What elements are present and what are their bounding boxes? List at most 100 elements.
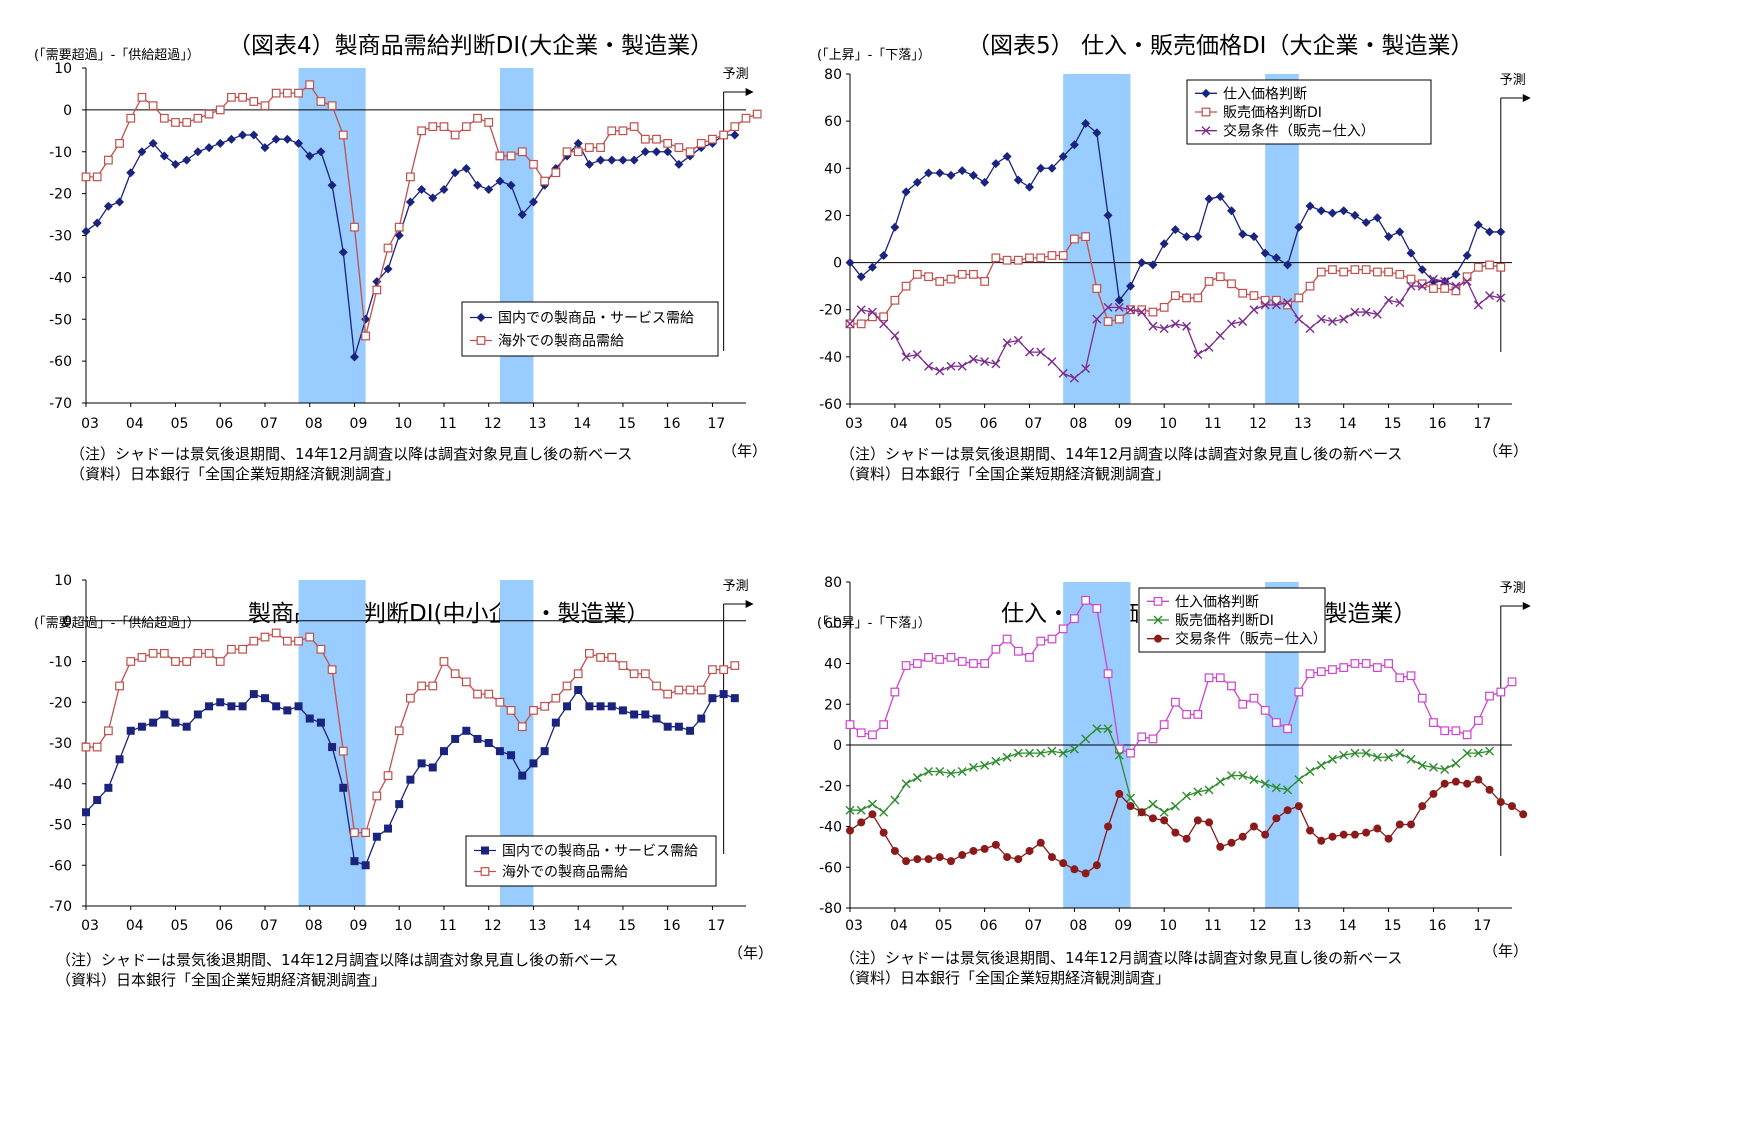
data-point xyxy=(1294,802,1303,811)
x-tick-label: 11 xyxy=(439,918,457,934)
data-point xyxy=(1463,779,1472,788)
x-tick-label: 14 xyxy=(573,918,591,934)
data-point xyxy=(260,143,270,153)
data-point xyxy=(946,170,956,180)
data-point xyxy=(1249,822,1258,831)
x-tick-label: 06 xyxy=(980,416,998,432)
data-point xyxy=(484,739,493,747)
y-tick-label: -40 xyxy=(49,777,72,793)
data-point xyxy=(92,218,102,228)
data-point xyxy=(1002,338,1012,348)
data-point xyxy=(517,722,527,732)
data-point xyxy=(1025,253,1034,263)
data-point xyxy=(912,773,922,783)
data-point xyxy=(968,170,978,180)
data-point xyxy=(1013,255,1023,265)
data-point xyxy=(484,184,494,194)
y-tick-label: 0 xyxy=(63,103,72,119)
data-point xyxy=(924,855,933,864)
y-tick-label: -30 xyxy=(49,736,72,752)
data-point xyxy=(215,105,225,115)
data-point xyxy=(1238,832,1247,841)
data-point xyxy=(473,113,482,123)
data-point xyxy=(1316,206,1326,216)
data-point xyxy=(1036,163,1046,173)
data-point xyxy=(193,648,203,658)
data-point xyxy=(991,359,1001,369)
data-point xyxy=(1103,317,1113,326)
data-point xyxy=(1317,836,1326,845)
series-line xyxy=(850,728,1490,814)
data-point xyxy=(1204,785,1214,795)
data-point xyxy=(1328,832,1337,841)
data-point xyxy=(596,702,605,711)
data-point xyxy=(1283,300,1292,310)
data-point xyxy=(1485,291,1495,301)
data-point xyxy=(480,867,490,876)
x-tick-label: 10 xyxy=(394,918,412,934)
x-tick-label: 14 xyxy=(1339,918,1357,934)
data-point xyxy=(879,807,889,817)
data-point xyxy=(506,151,516,161)
y-tick-label: -60 xyxy=(819,860,842,876)
data-point xyxy=(1047,357,1057,367)
data-point xyxy=(238,130,248,140)
x-tick-label: 10 xyxy=(1159,918,1177,934)
data-point xyxy=(1114,295,1124,305)
data-point xyxy=(1025,652,1034,662)
data-point xyxy=(417,184,427,194)
data-point xyxy=(406,693,415,703)
data-point xyxy=(912,350,922,359)
data-point xyxy=(238,92,248,102)
y-unit-label: (「上昇」-「下落」） xyxy=(817,616,931,631)
data-point xyxy=(1148,799,1158,809)
source-line: （資料）日本銀行「全国企業短期経済観測調査」 xyxy=(840,465,1171,483)
data-point xyxy=(1047,251,1057,260)
data-point xyxy=(618,155,628,165)
x-tick-label: 16 xyxy=(663,918,681,934)
data-point xyxy=(1002,152,1012,161)
data-point xyxy=(1204,673,1214,683)
data-point xyxy=(991,253,1001,263)
y-tick-label: -20 xyxy=(819,303,842,319)
data-point xyxy=(1496,687,1506,697)
data-point xyxy=(1114,750,1124,760)
data-point xyxy=(193,113,203,123)
data-point xyxy=(316,644,326,654)
data-point xyxy=(1058,748,1068,758)
data-point xyxy=(1216,842,1225,851)
data-point xyxy=(506,706,516,715)
data-point xyxy=(506,180,516,190)
data-point xyxy=(1316,760,1326,770)
data-point xyxy=(879,828,888,837)
data-point xyxy=(1305,324,1315,334)
data-point xyxy=(1148,321,1158,331)
data-point xyxy=(428,763,437,772)
data-point xyxy=(629,669,639,679)
data-point xyxy=(1417,281,1427,291)
data-point xyxy=(1002,634,1012,644)
data-point xyxy=(663,147,673,157)
data-point xyxy=(495,697,505,707)
x-tick-label: 08 xyxy=(305,416,323,432)
data-point xyxy=(81,742,91,752)
series-group xyxy=(845,595,1517,758)
data-point xyxy=(384,824,393,833)
data-point xyxy=(584,159,594,169)
series-group xyxy=(845,724,1495,817)
data-point xyxy=(585,702,594,711)
data-point xyxy=(890,846,899,855)
data-point xyxy=(450,168,460,178)
data-point xyxy=(1070,614,1079,624)
data-point xyxy=(1092,604,1102,613)
data-point xyxy=(283,706,292,715)
data-point xyxy=(1249,291,1259,300)
data-point xyxy=(517,147,527,157)
data-point xyxy=(1328,665,1337,675)
data-point xyxy=(215,138,225,148)
data-point xyxy=(879,251,889,260)
data-point xyxy=(1271,300,1281,310)
x-tick-label: 06 xyxy=(980,918,998,934)
data-point xyxy=(518,771,527,780)
